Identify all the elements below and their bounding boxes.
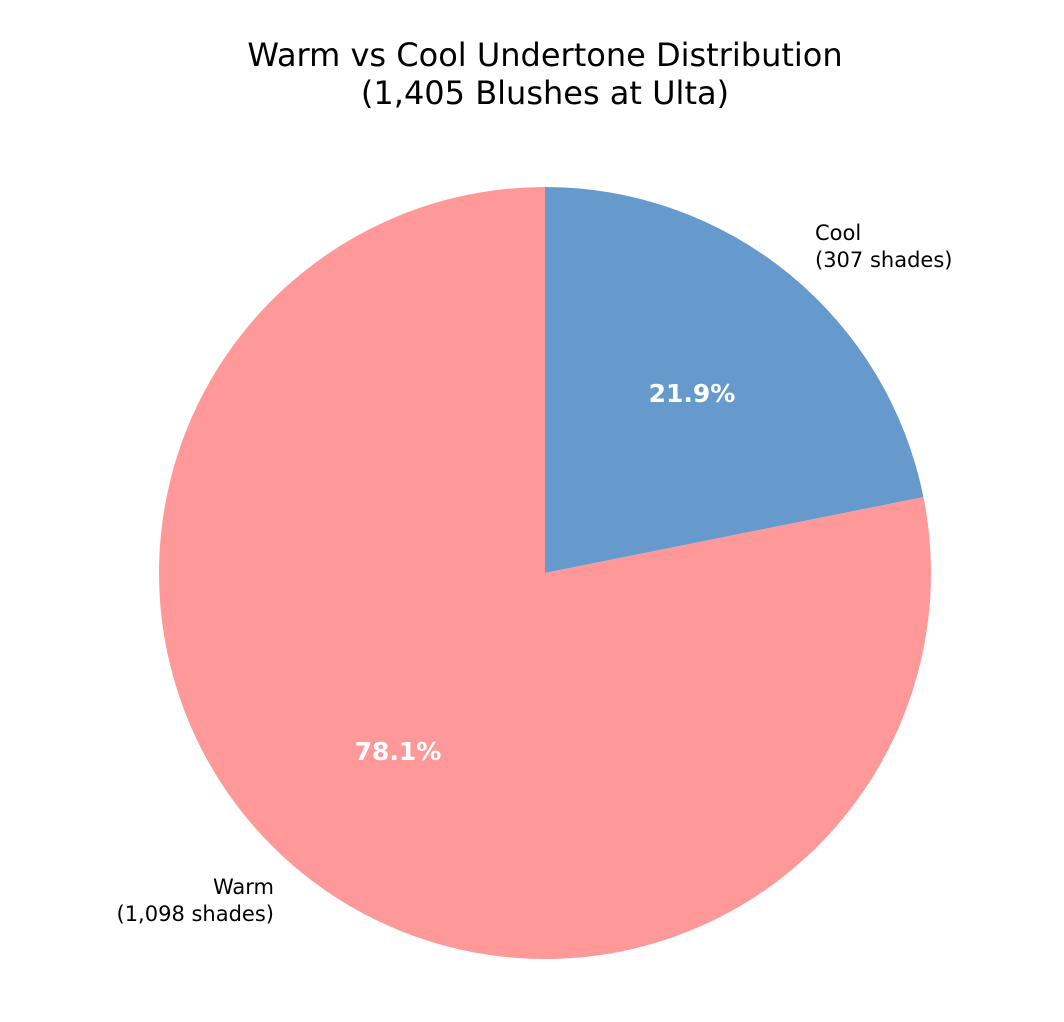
slice-count-warm: (1,098 shades) — [117, 902, 275, 926]
slice-label-cool: Cool (307 shades) — [815, 221, 952, 272]
percent-label-cool: 21.9% — [649, 379, 736, 408]
pie-slice-cool — [545, 187, 924, 573]
percent-label-warm: 78.1% — [355, 737, 442, 766]
slice-name-cool: Cool — [815, 221, 861, 245]
chart-title-line-1: Warm vs Cool Undertone Distribution — [247, 36, 842, 74]
slice-name-warm: Warm — [213, 875, 274, 899]
pie-slice-warm — [159, 187, 932, 959]
slice-count-cool: (307 shades) — [815, 248, 952, 272]
pie-slices — [159, 187, 932, 959]
chart-title-line-2: (1,405 Blushes at Ulta) — [361, 74, 729, 112]
slice-label-warm: Warm (1,098 shades) — [117, 875, 275, 926]
